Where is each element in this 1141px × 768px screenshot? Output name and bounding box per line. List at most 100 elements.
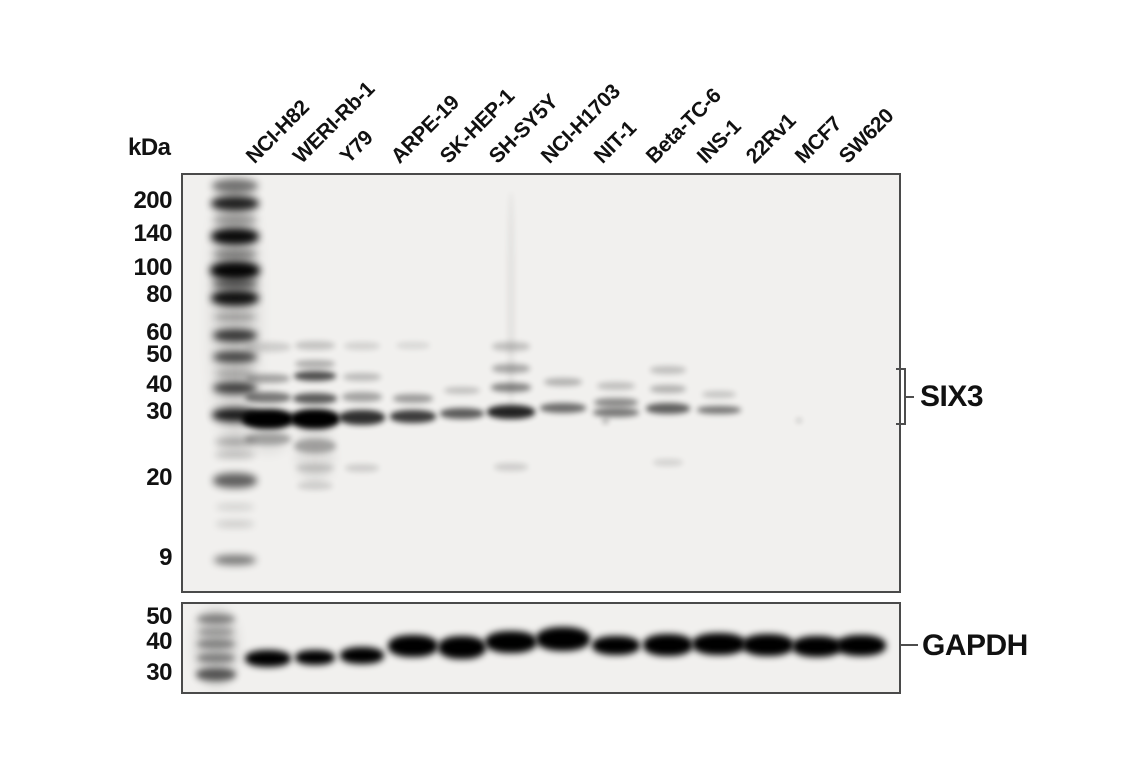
- blot-band: [340, 646, 384, 664]
- blot-band: [211, 290, 259, 306]
- blot-band: [216, 521, 254, 527]
- blot-band: [213, 472, 257, 488]
- lane-label-weri-rb-1: WERI-Rb-1: [288, 77, 380, 168]
- blot-band: [643, 634, 693, 656]
- blot-band: [444, 386, 480, 394]
- blot-band: [213, 216, 257, 224]
- blot-band: [213, 351, 257, 363]
- blot-band: [294, 439, 336, 453]
- blot-band: [602, 419, 608, 423]
- blot-band: [396, 341, 430, 349]
- marker-30-kda: 30: [146, 659, 172, 686]
- blot-band: [544, 378, 582, 386]
- six3-blot-panel: [181, 173, 901, 593]
- blot-band: [540, 403, 586, 413]
- gapdh-blot-panel: [181, 602, 901, 694]
- marker-40-kda: 40: [146, 628, 172, 655]
- blot-band: [836, 634, 886, 656]
- blot-band: [297, 482, 333, 490]
- blot-band: [494, 463, 528, 471]
- blot-band: [245, 433, 291, 445]
- blot-band: [196, 667, 236, 681]
- blot-band: [293, 392, 337, 404]
- blot-band: [214, 313, 256, 321]
- blot-band: [339, 409, 385, 425]
- marker-50-kda: 50: [146, 603, 172, 630]
- blot-band: [650, 385, 686, 393]
- blot-band: [213, 328, 257, 342]
- blot-band: [295, 340, 335, 350]
- blot-band: [491, 382, 531, 392]
- blot-band: [216, 504, 254, 510]
- blot-band: [344, 342, 380, 350]
- blot-band: [213, 382, 257, 394]
- blot-band: [438, 635, 486, 659]
- blot-band: [742, 634, 794, 656]
- marker-60-kda: 60: [146, 319, 172, 346]
- blot-band: [245, 391, 291, 403]
- six3-target-label: SIX3: [920, 380, 984, 413]
- blot-band: [245, 649, 291, 667]
- blot-band: [485, 631, 537, 653]
- blot-band: [197, 614, 235, 624]
- blot-band: [492, 341, 530, 351]
- blot-band: [593, 407, 639, 417]
- blot-band: [492, 363, 530, 373]
- blot-band: [212, 179, 258, 193]
- blot-band: [290, 409, 340, 429]
- blot-band: [242, 409, 294, 429]
- blot-band: [345, 464, 379, 472]
- blot-band: [592, 635, 640, 655]
- blot-band: [692, 633, 746, 655]
- marker-50-kda: 50: [146, 341, 172, 368]
- blot-band: [507, 192, 515, 412]
- blot-band: [388, 635, 438, 657]
- blot-band: [536, 627, 590, 651]
- kda-unit-label: kDa: [128, 134, 171, 161]
- blot-band: [594, 397, 638, 407]
- blot-band: [797, 418, 801, 422]
- blot-band: [211, 195, 259, 211]
- blot-band: [210, 260, 260, 280]
- gapdh-target-label: GAPDH: [922, 629, 1028, 662]
- blot-band: [646, 402, 690, 414]
- blot-band: [653, 458, 683, 466]
- blot-band: [246, 373, 290, 383]
- marker-30-kda: 30: [146, 398, 172, 425]
- six3-bracket-tick: [905, 396, 914, 398]
- marker-200-kda: 200: [133, 187, 172, 214]
- blot-band: [297, 424, 333, 484]
- blot-band: [393, 393, 433, 403]
- blot-band: [211, 227, 259, 245]
- blot-band: [197, 653, 235, 663]
- blot-band: [214, 555, 256, 565]
- blot-band: [215, 438, 255, 446]
- marker-20-kda: 20: [146, 464, 172, 491]
- blot-band: [215, 450, 255, 458]
- blot-band: [295, 649, 335, 665]
- blot-band: [390, 409, 436, 423]
- marker-40-kda: 40: [146, 371, 172, 398]
- blot-band: [197, 639, 235, 649]
- blot-band: [213, 250, 257, 258]
- blot-band: [294, 371, 336, 381]
- blot-band: [792, 635, 842, 657]
- lane-label-sw620: SW620: [834, 104, 899, 168]
- blot-band: [487, 405, 535, 419]
- blot-band: [697, 406, 741, 414]
- marker-100-kda: 100: [133, 254, 172, 281]
- blot-band: [702, 390, 736, 398]
- lane-label-mcf7: MCF7: [790, 112, 847, 168]
- lane-label-22rv1: 22Rv1: [741, 109, 801, 168]
- blot-band: [198, 628, 234, 636]
- blot-band: [295, 360, 335, 368]
- marker-80-kda: 80: [146, 281, 172, 308]
- marker-140-kda: 140: [133, 220, 172, 247]
- gapdh-dash: [901, 644, 918, 646]
- marker-9-kda: 9: [159, 544, 172, 571]
- blot-band: [342, 392, 382, 402]
- blot-band: [343, 373, 381, 381]
- blot-band: [245, 342, 291, 352]
- blot-band: [440, 407, 484, 419]
